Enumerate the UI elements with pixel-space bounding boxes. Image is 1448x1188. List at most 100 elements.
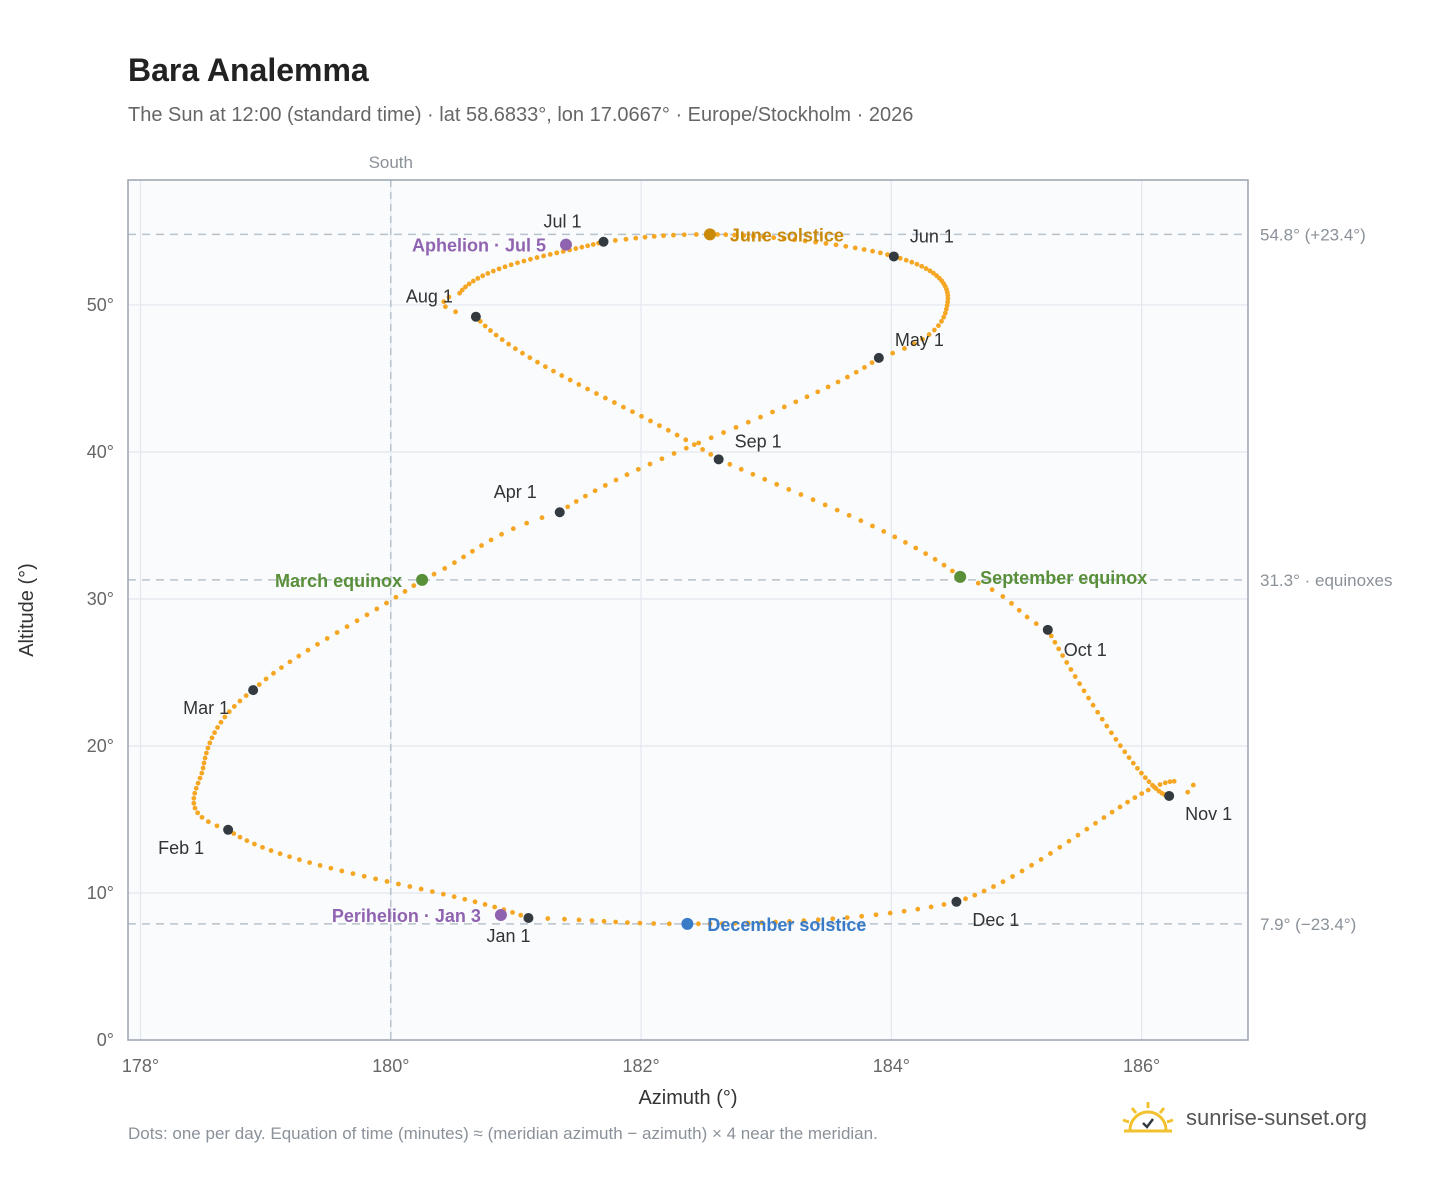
daily-dot [621,404,626,410]
daily-dot [923,266,929,271]
daily-dot [193,785,199,791]
daily-dot [936,323,941,329]
daily-dot [463,284,468,290]
daily-dot [1000,594,1006,599]
daily-dot [1019,868,1025,874]
daily-dot [231,703,237,709]
daily-dot [843,243,849,249]
daily-dot [200,765,206,771]
x-tick-label: 184° [873,1056,910,1076]
daily-dot [472,899,478,905]
daily-dot [1139,791,1145,796]
daily-dot [1009,600,1014,606]
daily-dot [1016,607,1022,613]
daily-dot [624,472,630,478]
daily-dot [1135,765,1140,771]
daily-dot [191,795,197,801]
daily-dot [547,251,553,257]
daily-dot [804,394,810,400]
daily-dot [637,920,643,926]
daily-dot [459,287,465,293]
daily-dot [666,921,672,927]
daily-dot [902,346,907,351]
daily-dot [287,854,292,860]
daily-dot [732,232,737,238]
daily-dot [1157,782,1163,787]
daily-dot [243,693,249,698]
daily-dot [647,461,653,467]
daily-dot [639,413,644,419]
daily-dot [833,242,839,248]
daily-dot [651,921,657,926]
daily-dot [1139,770,1144,776]
daily-dot [466,281,472,287]
month-marker [554,507,565,518]
daily-dot [844,915,850,920]
daily-dot [659,456,665,462]
daily-dot [801,918,807,924]
daily-dot [192,805,198,811]
daily-dot [1090,702,1096,708]
month-label: Jan 1 [486,926,530,946]
brand[interactable]: sunrise-sunset.org [1120,1100,1367,1136]
x-tick-label: 182° [622,1056,659,1076]
daily-dot [592,488,598,494]
daily-dot [205,819,211,825]
daily-dot [195,810,201,816]
daily-dot [745,419,751,425]
daily-dot [244,838,250,844]
brand-name[interactable]: sunrise-sunset.org [1186,1105,1367,1130]
daily-dot [869,360,875,366]
daily-dot [585,243,591,249]
daily-dot [835,379,841,385]
daily-dot [651,233,657,239]
daily-dot [1185,789,1191,795]
month-label: Jun 1 [910,226,954,246]
daily-dot [915,906,921,912]
event-label: September equinox [980,568,1147,588]
daily-dot [305,647,311,653]
daily-dot [1081,688,1087,694]
daily-dot [334,630,340,635]
daily-dot [237,698,243,704]
daily-dot [201,760,207,766]
daily-dot [846,512,852,518]
event-marker [416,573,429,586]
month-marker [1042,624,1053,635]
daily-dot [1000,879,1006,885]
daily-dot [1171,778,1177,784]
daily-dot [861,247,867,252]
month-label: Nov 1 [1185,804,1232,824]
daily-dot [859,913,865,919]
daily-dot [681,232,687,238]
daily-dot [671,451,677,456]
daily-dot [1048,851,1053,856]
daily-dot [942,310,948,316]
daily-dot [442,566,448,571]
daily-dot [328,865,334,871]
daily-dot [317,863,323,868]
daily-dot [396,881,401,887]
daily-dot [440,891,446,897]
daily-dot [625,920,630,925]
month-marker [523,912,534,923]
daily-dot [565,504,571,510]
daily-dot [897,255,903,261]
daily-dot [418,886,424,892]
daily-dot [1122,749,1128,755]
daily-dot [393,594,399,600]
daily-dot [203,750,209,756]
daily-dot [1142,775,1148,781]
daily-dot [613,477,619,483]
daily-dot [499,337,505,343]
daily-dot [665,427,671,433]
daily-dot [810,497,816,503]
daily-dot [451,894,457,900]
daily-dot [453,309,458,315]
daily-dot [510,526,516,532]
event-label: Aphelion · Jul 5 [412,236,546,256]
daily-dot [462,896,468,902]
daily-dot [1117,804,1123,810]
daily-dot [205,745,211,751]
grid-lines [128,180,1248,1040]
